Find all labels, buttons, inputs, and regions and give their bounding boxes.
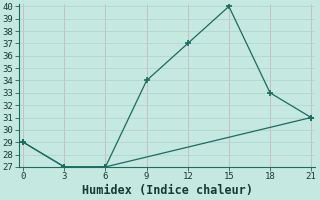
X-axis label: Humidex (Indice chaleur): Humidex (Indice chaleur) (82, 184, 253, 197)
